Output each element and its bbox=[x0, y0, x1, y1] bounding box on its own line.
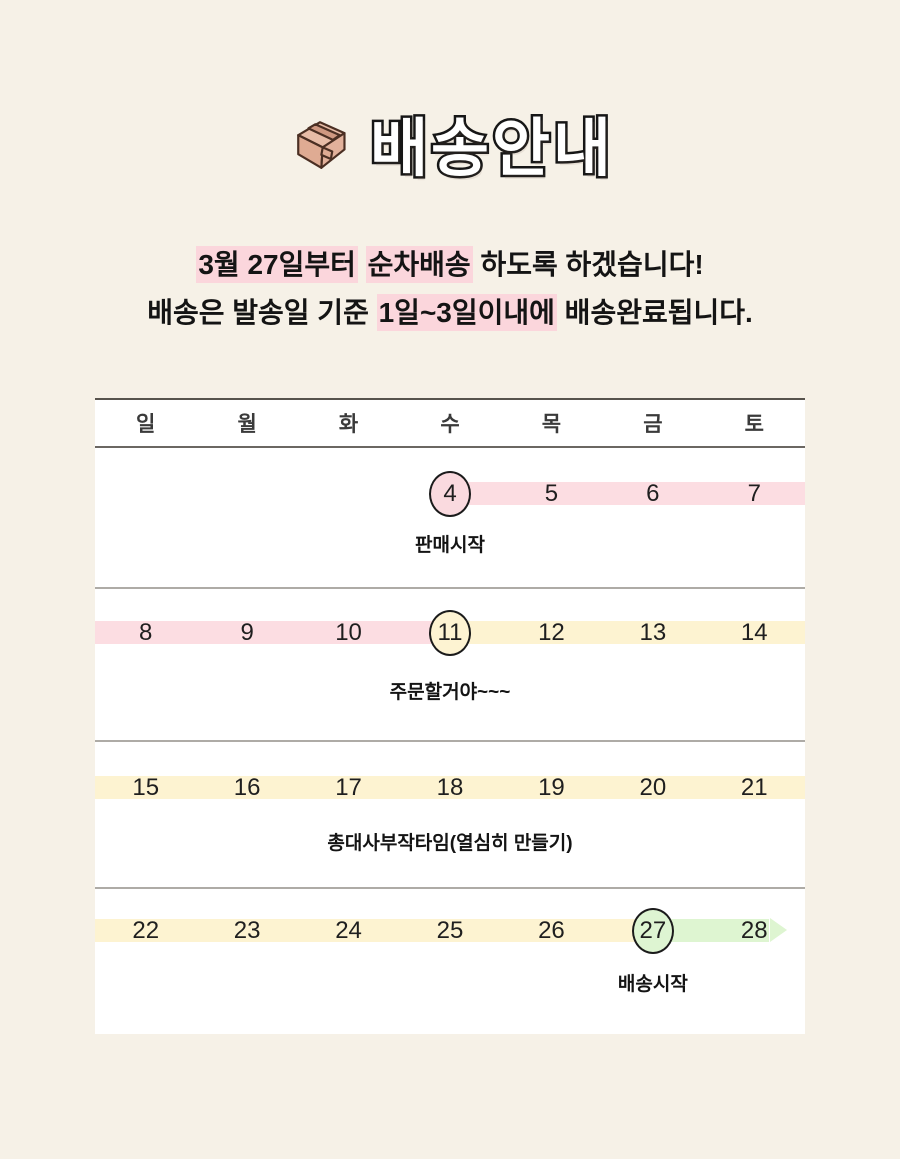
highlight-date: 3월 27일부터 bbox=[196, 246, 358, 283]
notice-line-2: 배송은 발송일 기준 1일~3일이내에 배송완료됩니다. bbox=[0, 294, 900, 332]
notice-line-1-rest: 하도록 하겠습니다! bbox=[472, 249, 704, 280]
notice-line-1: 3월 27일부터 순차배송 하도록 하겠습니다! bbox=[0, 246, 900, 284]
day-circle-pink bbox=[428, 471, 471, 517]
calendar-week-2: 8 9 10 11 12 13 14 주문할거야~~~ bbox=[95, 589, 805, 742]
day-cell: 22 bbox=[132, 917, 160, 944]
day-cell bbox=[95, 471, 196, 517]
day-cell bbox=[196, 471, 297, 517]
week-1-days: 4 5 6 7 bbox=[95, 471, 805, 517]
day-header-mon: 월 bbox=[237, 413, 257, 436]
highlight-sequential-shipping: 순차배송 bbox=[365, 246, 473, 283]
day-cell: 25 bbox=[436, 917, 464, 944]
event-label-order: 주문할거야~~~ bbox=[389, 682, 511, 703]
notice-line-2-pre: 배송은 발송일 기준 bbox=[147, 297, 377, 328]
shipping-calendar: 일 월 화 수 목 금 토 4 5 6 7 판매시작 8 9 10 11 12 … bbox=[95, 398, 805, 1034]
day-header-tue: 화 bbox=[338, 413, 359, 436]
day-cell: 23 bbox=[233, 917, 261, 944]
day-cell: 26 bbox=[538, 917, 565, 944]
day-cell: 8 bbox=[139, 619, 153, 646]
day-cell: 7 bbox=[747, 480, 761, 507]
production-period-band bbox=[95, 919, 653, 942]
week-3-days: 15 16 17 18 19 20 21 bbox=[95, 765, 805, 811]
notice-line-2-post: 배송완료됩니다. bbox=[556, 297, 753, 328]
calendar-week-3: 15 16 17 18 19 20 21 총대사부작타임(열심히 만들기) bbox=[95, 742, 805, 889]
day-header-wed: 수 bbox=[440, 413, 460, 436]
sale-period-band bbox=[450, 482, 805, 505]
day-cell: 10 bbox=[335, 619, 362, 646]
page-header: 배송안내 bbox=[0, 98, 900, 189]
week-4-days: 22 23 24 25 26 27 28 bbox=[95, 908, 805, 954]
day-header-sat: 토 bbox=[744, 413, 764, 436]
page-title: 배송안내 bbox=[368, 112, 614, 187]
day-cell: 6 bbox=[646, 480, 660, 507]
calendar-week-4: 22 23 24 25 26 27 28 배송시작 bbox=[95, 889, 805, 1034]
day-cell-shipping-start: 27 bbox=[602, 908, 703, 954]
day-cell: 15 bbox=[132, 774, 160, 801]
day-cell: 13 bbox=[639, 619, 667, 646]
day-cell: 21 bbox=[740, 774, 768, 801]
event-label-production: 총대사부작타임(열심히 만들기) bbox=[327, 833, 573, 854]
day-cell: 28 bbox=[740, 917, 768, 944]
shipping-notice: 3월 27일부터 순차배송 하도록 하겠습니다! 배송은 발송일 기준 1일~3… bbox=[0, 246, 900, 332]
event-label-sale-start: 판매시작 bbox=[415, 535, 485, 556]
sale-period-band bbox=[95, 621, 450, 644]
day-cell-order-day: 11 bbox=[399, 610, 500, 656]
highlight-delivery-window: 1일~3일이내에 bbox=[376, 294, 557, 331]
day-cell: 16 bbox=[233, 774, 261, 801]
day-cell: 12 bbox=[538, 619, 565, 646]
day-cell bbox=[298, 471, 399, 517]
day-cell: 19 bbox=[538, 774, 565, 801]
event-label-shipping-start: 배송시작 bbox=[617, 974, 688, 995]
calendar-day-header-row: 일 월 화 수 목 금 토 bbox=[95, 400, 805, 448]
day-cell: 5 bbox=[544, 480, 559, 507]
calendar-week-1: 4 5 6 7 판매시작 bbox=[95, 448, 805, 589]
day-cell: 14 bbox=[740, 619, 768, 646]
day-header-sun: 일 bbox=[136, 413, 156, 436]
day-cell-sale-start: 4 bbox=[399, 471, 500, 517]
day-circle-green bbox=[631, 908, 674, 954]
week-2-days: 8 9 10 11 12 13 14 bbox=[95, 610, 805, 656]
day-cell: 24 bbox=[335, 917, 362, 944]
cardboard-box-icon bbox=[297, 120, 346, 169]
day-cell: 18 bbox=[436, 774, 464, 801]
day-circle-yellow bbox=[428, 610, 471, 656]
prep-period-band bbox=[450, 621, 805, 644]
day-header-thu: 목 bbox=[541, 413, 562, 436]
day-header-fri: 금 bbox=[643, 413, 663, 436]
day-cell: 20 bbox=[639, 774, 667, 801]
day-cell: 9 bbox=[240, 619, 254, 646]
day-cell: 17 bbox=[335, 774, 362, 801]
production-period-band bbox=[95, 776, 805, 799]
shipping-arrow-icon bbox=[769, 918, 787, 942]
shipping-period-band bbox=[652, 919, 770, 942]
